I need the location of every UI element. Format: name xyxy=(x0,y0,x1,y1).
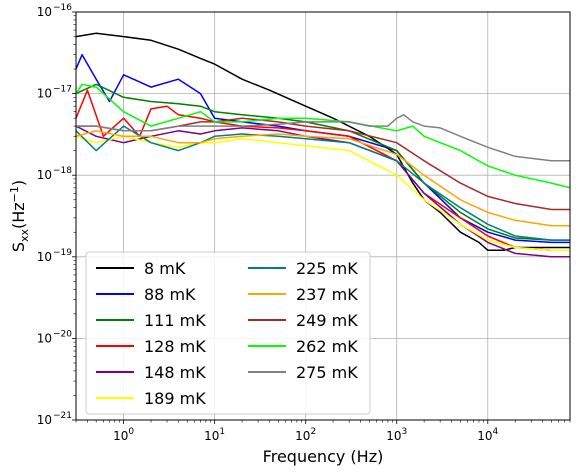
series-line-88-mk xyxy=(76,53,570,244)
x-axis-title: Frequency (Hz) xyxy=(263,447,384,466)
legend-label: 237 mK xyxy=(296,285,358,304)
series-line-225-mk xyxy=(76,125,570,241)
series-line-189-mk xyxy=(76,135,570,252)
legend-label: 225 mK xyxy=(296,259,358,278)
x-tick-label: 101 xyxy=(204,427,225,443)
legend-label: 88 mK xyxy=(144,285,196,304)
legend-label: 262 mK xyxy=(296,337,358,356)
legend-label: 189 mK xyxy=(144,389,206,408)
legend-label: 8 mK xyxy=(144,259,186,278)
legend-label: 128 mK xyxy=(144,337,206,356)
y-tick-label: 10−19 xyxy=(37,248,73,264)
legend-label: 275 mK xyxy=(296,363,358,382)
x-tick-label: 104 xyxy=(477,427,498,443)
series-line-148-mk xyxy=(76,125,570,258)
series-line-262-mk xyxy=(76,83,570,189)
plot-frame xyxy=(75,11,571,421)
legend-label: 111 mK xyxy=(144,311,206,330)
y-tick-label: 10−21 xyxy=(37,411,72,427)
legend-box xyxy=(85,251,371,415)
series-lines xyxy=(76,32,570,258)
x-tick-label: 102 xyxy=(295,427,316,443)
series-line-275-mk xyxy=(76,114,570,162)
x-tick-label: 100 xyxy=(113,427,134,443)
series-line-111-mk xyxy=(76,83,570,241)
y-tick-label: 10−20 xyxy=(37,329,73,345)
series-line-237-mk xyxy=(76,130,570,227)
x-tick-label: 103 xyxy=(386,427,407,443)
y-tick-label: 10−17 xyxy=(37,85,72,101)
legend: 8 mK 88 mK 111 mK 128 mK 148 mK 189 mK 225 mK 2… xyxy=(85,251,371,415)
legend-label: 249 mK xyxy=(296,311,358,330)
y-tick-label: 10−16 xyxy=(37,3,73,19)
legend-label: 148 mK xyxy=(144,363,206,382)
y-tick-label: 10−18 xyxy=(37,166,73,182)
y-axis-title: Sxx(Hz−1) xyxy=(8,180,31,252)
axis-ticks: 100 101 102 103 104 10−21 10−20 10−19 10−18 10−17… xyxy=(37,3,571,443)
